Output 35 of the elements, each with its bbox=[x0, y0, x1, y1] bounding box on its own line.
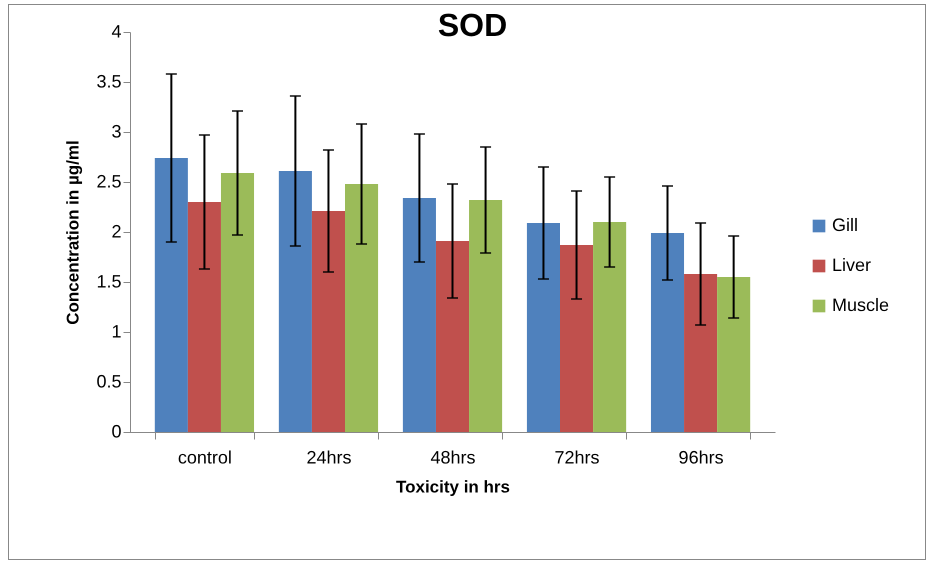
y-tick-label: 3.5 bbox=[96, 72, 122, 92]
legend-label: Liver bbox=[832, 255, 872, 275]
legend-label: Gill bbox=[832, 215, 858, 235]
bar bbox=[188, 202, 221, 432]
bar bbox=[220, 173, 254, 432]
legend-label: Muscle bbox=[832, 295, 890, 315]
bar bbox=[436, 241, 470, 432]
y-tick-label: 0.5 bbox=[96, 372, 122, 392]
y-tick-label: 1 bbox=[111, 322, 122, 342]
bar bbox=[345, 184, 378, 432]
chart-title: SOD bbox=[438, 7, 508, 43]
bar bbox=[526, 223, 560, 432]
bar bbox=[278, 171, 312, 432]
bar bbox=[593, 222, 626, 432]
bar bbox=[312, 211, 345, 432]
bar bbox=[717, 277, 750, 432]
bar bbox=[469, 200, 502, 432]
y-tick-label: 3 bbox=[111, 122, 122, 142]
y-tick-label: 4 bbox=[111, 22, 122, 42]
bar bbox=[684, 274, 718, 432]
x-tick-label: 24hrs bbox=[306, 448, 352, 468]
bar bbox=[154, 158, 188, 432]
x-axis-title: Toxicity in hrs bbox=[396, 478, 510, 496]
x-tick-label: 48hrs bbox=[430, 448, 476, 468]
x-tick-label: 72hrs bbox=[554, 448, 600, 468]
y-tick-label: 1.5 bbox=[96, 272, 122, 292]
bar bbox=[402, 198, 436, 432]
bar bbox=[560, 245, 594, 432]
x-tick-label: control bbox=[178, 448, 232, 468]
y-tick-label: 2.5 bbox=[96, 172, 122, 192]
bar bbox=[650, 233, 684, 432]
x-tick-label: 96hrs bbox=[678, 448, 724, 468]
y-tick-label: 2 bbox=[111, 222, 122, 242]
y-tick-label: 0 bbox=[111, 422, 122, 442]
y-axis-title: Concentration in µg/ml bbox=[63, 140, 82, 325]
